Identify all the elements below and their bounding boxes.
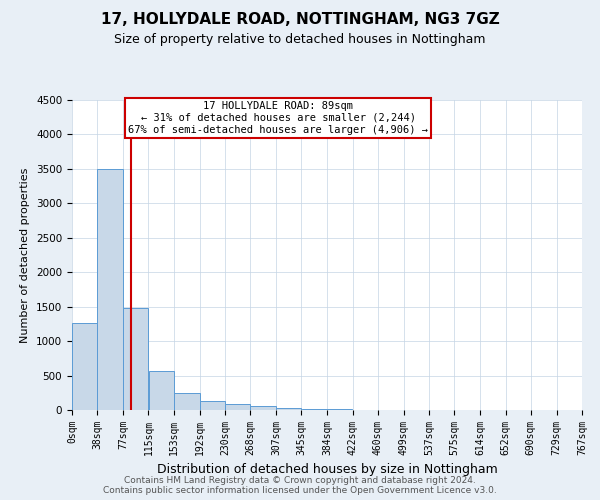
X-axis label: Distribution of detached houses by size in Nottingham: Distribution of detached houses by size … bbox=[157, 464, 497, 476]
Bar bbox=[276, 408, 301, 410]
Bar bbox=[225, 404, 250, 410]
Bar bbox=[174, 394, 199, 410]
Bar bbox=[97, 169, 123, 410]
Bar bbox=[72, 322, 97, 410]
Bar bbox=[302, 408, 327, 410]
Bar bbox=[250, 406, 276, 410]
Bar bbox=[200, 402, 225, 410]
Bar bbox=[124, 308, 148, 410]
Bar bbox=[149, 370, 173, 410]
Text: 17 HOLLYDALE ROAD: 89sqm
← 31% of detached houses are smaller (2,244)
67% of sem: 17 HOLLYDALE ROAD: 89sqm ← 31% of detach… bbox=[128, 102, 428, 134]
Text: Size of property relative to detached houses in Nottingham: Size of property relative to detached ho… bbox=[114, 32, 486, 46]
Text: 17, HOLLYDALE ROAD, NOTTINGHAM, NG3 7GZ: 17, HOLLYDALE ROAD, NOTTINGHAM, NG3 7GZ bbox=[101, 12, 499, 28]
Y-axis label: Number of detached properties: Number of detached properties bbox=[20, 168, 31, 342]
Text: Contains HM Land Registry data © Crown copyright and database right 2024.
Contai: Contains HM Land Registry data © Crown c… bbox=[103, 476, 497, 495]
